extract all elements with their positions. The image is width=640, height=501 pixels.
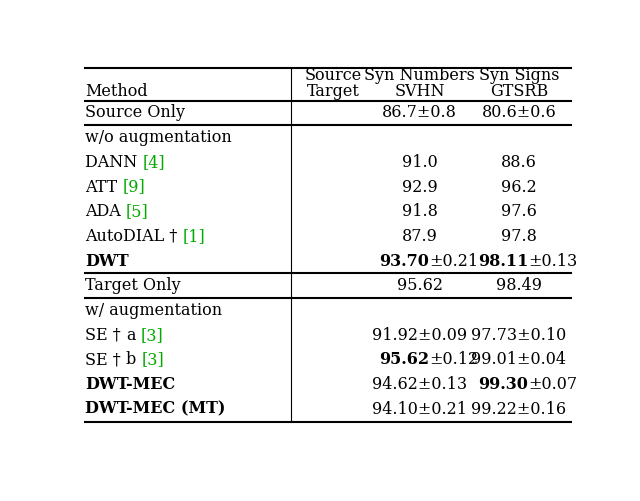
Text: ATT: ATT bbox=[85, 178, 122, 195]
Text: 91.0: 91.0 bbox=[402, 154, 438, 171]
Text: SE †: SE † bbox=[85, 351, 126, 368]
Text: DANN: DANN bbox=[85, 154, 142, 171]
Text: 88.6: 88.6 bbox=[501, 154, 537, 171]
Text: Source Only: Source Only bbox=[85, 105, 185, 121]
Text: 87.9: 87.9 bbox=[402, 228, 438, 245]
Text: 99.22±0.16: 99.22±0.16 bbox=[472, 401, 566, 418]
Text: GTSRB: GTSRB bbox=[490, 83, 548, 100]
Text: b: b bbox=[126, 351, 136, 368]
Text: 94.10±0.21: 94.10±0.21 bbox=[372, 401, 467, 418]
Text: 92.9: 92.9 bbox=[402, 178, 438, 195]
Text: 93.70: 93.70 bbox=[379, 253, 429, 270]
Text: 97.8: 97.8 bbox=[501, 228, 537, 245]
Text: w/o augmentation: w/o augmentation bbox=[85, 129, 232, 146]
Text: SE †: SE † bbox=[85, 327, 126, 344]
Text: 98.11: 98.11 bbox=[478, 253, 529, 270]
Text: SVHN: SVHN bbox=[394, 83, 445, 100]
Text: DWT-MEC: DWT-MEC bbox=[85, 376, 175, 393]
Text: a: a bbox=[126, 327, 135, 344]
Text: 99.30: 99.30 bbox=[478, 376, 528, 393]
Text: DWT-MEC (MT): DWT-MEC (MT) bbox=[85, 401, 225, 418]
Text: [3]: [3] bbox=[141, 351, 164, 368]
Text: AutoDIAL †: AutoDIAL † bbox=[85, 228, 182, 245]
Text: 80.6±0.6: 80.6±0.6 bbox=[481, 105, 556, 121]
Text: [9]: [9] bbox=[122, 178, 145, 195]
Text: DWT: DWT bbox=[85, 253, 129, 270]
Text: w/ augmentation: w/ augmentation bbox=[85, 302, 222, 319]
Text: [1]: [1] bbox=[182, 228, 205, 245]
Text: 98.49: 98.49 bbox=[496, 277, 542, 294]
Text: ±0.07: ±0.07 bbox=[528, 376, 577, 393]
Text: Target: Target bbox=[307, 83, 360, 100]
Text: ±0.13: ±0.13 bbox=[529, 253, 578, 270]
Text: 97.73±0.10: 97.73±0.10 bbox=[471, 327, 566, 344]
Text: [5]: [5] bbox=[126, 203, 148, 220]
Text: 97.6: 97.6 bbox=[501, 203, 537, 220]
Text: ±0.21: ±0.21 bbox=[429, 253, 478, 270]
Text: 86.7±0.8: 86.7±0.8 bbox=[382, 105, 457, 121]
Text: [4]: [4] bbox=[142, 154, 165, 171]
Text: ±0.12: ±0.12 bbox=[429, 351, 478, 368]
Text: 99.01±0.04: 99.01±0.04 bbox=[472, 351, 566, 368]
Text: 96.2: 96.2 bbox=[501, 178, 537, 195]
Text: 91.92±0.09: 91.92±0.09 bbox=[372, 327, 467, 344]
Text: [3]: [3] bbox=[140, 327, 163, 344]
Text: ADA: ADA bbox=[85, 203, 126, 220]
Text: 95.62: 95.62 bbox=[379, 351, 429, 368]
Text: 94.62±0.13: 94.62±0.13 bbox=[372, 376, 467, 393]
Text: Target Only: Target Only bbox=[85, 277, 180, 294]
Text: 91.8: 91.8 bbox=[402, 203, 438, 220]
Text: 95.62: 95.62 bbox=[397, 277, 443, 294]
Text: Syn Numbers: Syn Numbers bbox=[364, 67, 475, 84]
Text: Method: Method bbox=[85, 83, 148, 100]
Text: Syn Signs: Syn Signs bbox=[479, 67, 559, 84]
Text: Source: Source bbox=[305, 67, 362, 84]
